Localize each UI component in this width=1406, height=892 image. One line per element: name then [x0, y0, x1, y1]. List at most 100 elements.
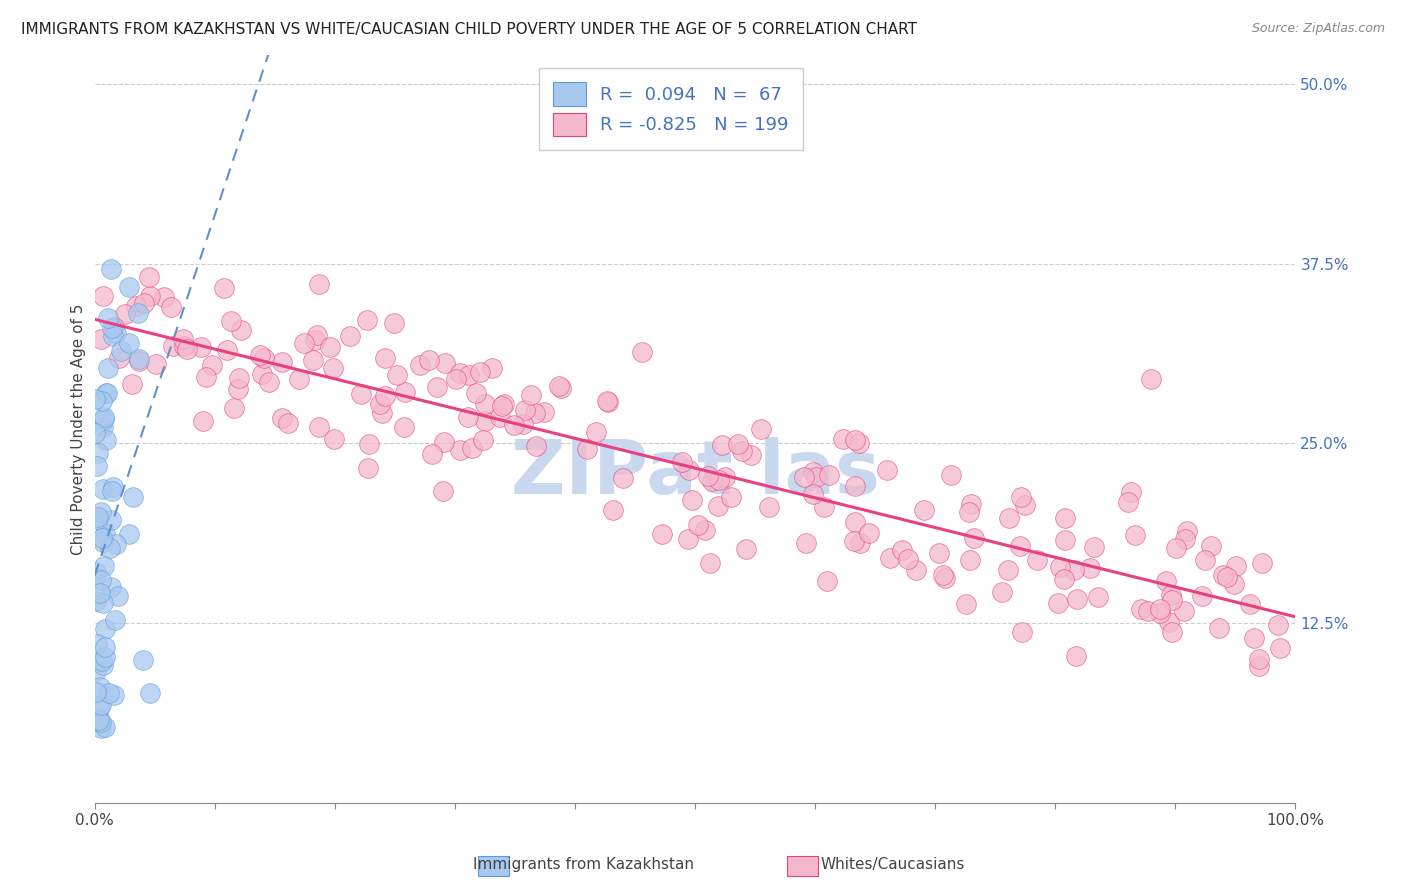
Point [550, 381, 572, 395]
Point [699, 557, 721, 571]
Point [1173, 604, 1195, 618]
Point [912, 503, 935, 517]
Point [84, 685, 107, 699]
Point [905, 563, 928, 577]
Point [1049, 560, 1071, 574]
Point [1223, 577, 1246, 591]
Point [93, 558, 115, 573]
Point [91, 288, 114, 302]
Point [94, 640, 117, 654]
Point [394, 384, 416, 399]
Point [932, 568, 955, 582]
Point [302, 353, 325, 368]
Point [1116, 495, 1139, 509]
Point [651, 527, 673, 541]
Point [585, 425, 607, 440]
Point [385, 368, 408, 383]
Point [1149, 606, 1171, 620]
Point [1216, 570, 1239, 584]
Point [1014, 498, 1036, 512]
Point [1267, 618, 1289, 632]
Point [357, 460, 380, 475]
Point [1268, 640, 1291, 655]
Point [1159, 615, 1181, 629]
Point [740, 448, 762, 462]
Point [308, 420, 330, 434]
Point [461, 441, 484, 455]
Point [91, 532, 114, 546]
Point [1140, 371, 1163, 385]
Point [959, 553, 981, 567]
Point [420, 447, 443, 461]
Point [758, 500, 780, 515]
Point [90, 714, 112, 729]
Point [1064, 648, 1087, 663]
Point [96, 386, 118, 401]
Point [1243, 631, 1265, 645]
Point [107, 589, 129, 603]
Point [374, 389, 396, 403]
Point [1208, 621, 1230, 635]
Point [548, 379, 571, 393]
Text: Source: ZipAtlas.com: Source: ZipAtlas.com [1251, 22, 1385, 36]
Point [229, 323, 252, 337]
Point [955, 597, 977, 611]
Point [849, 536, 872, 550]
Point [292, 335, 315, 350]
Point [962, 531, 984, 545]
Point [94, 385, 117, 400]
Point [90, 721, 112, 735]
Point [288, 372, 311, 386]
Point [818, 467, 841, 482]
Point [876, 463, 898, 477]
Point [162, 339, 184, 353]
Point [1010, 540, 1032, 554]
Point [382, 316, 405, 330]
Point [1010, 490, 1032, 504]
Point [409, 358, 432, 372]
Point [713, 470, 735, 484]
Point [1083, 541, 1105, 555]
Point [190, 340, 212, 354]
Point [1247, 652, 1270, 666]
Point [711, 437, 734, 451]
Point [257, 376, 280, 390]
Point [305, 328, 328, 343]
Point [1156, 574, 1178, 588]
Point [631, 345, 654, 359]
Point [928, 545, 950, 559]
Point [323, 433, 346, 447]
Point [350, 387, 373, 401]
Point [1053, 510, 1076, 524]
Point [1026, 553, 1049, 567]
Point [890, 542, 912, 557]
Point [491, 399, 513, 413]
Point [444, 372, 467, 386]
Point [474, 397, 496, 411]
Point [697, 469, 720, 483]
Point [1046, 596, 1069, 610]
Point [1191, 589, 1213, 603]
Point [706, 500, 728, 514]
Point [481, 361, 503, 376]
Point [128, 351, 150, 366]
Point [93, 526, 115, 541]
Point [474, 414, 496, 428]
Point [110, 343, 132, 358]
Point [94, 434, 117, 448]
Point [108, 351, 131, 365]
Point [678, 463, 700, 477]
Point [89, 586, 111, 600]
Point [1175, 524, 1198, 538]
Point [96, 311, 118, 326]
Point [1130, 602, 1153, 616]
Point [1123, 528, 1146, 542]
Point [91, 596, 114, 610]
Point [1249, 659, 1271, 673]
Point [173, 339, 195, 353]
Point [494, 397, 516, 411]
Point [100, 484, 122, 499]
Point [520, 388, 543, 402]
Point [681, 493, 703, 508]
Y-axis label: Child Poverty Under the Age of 5: Child Poverty Under the Age of 5 [72, 303, 86, 555]
